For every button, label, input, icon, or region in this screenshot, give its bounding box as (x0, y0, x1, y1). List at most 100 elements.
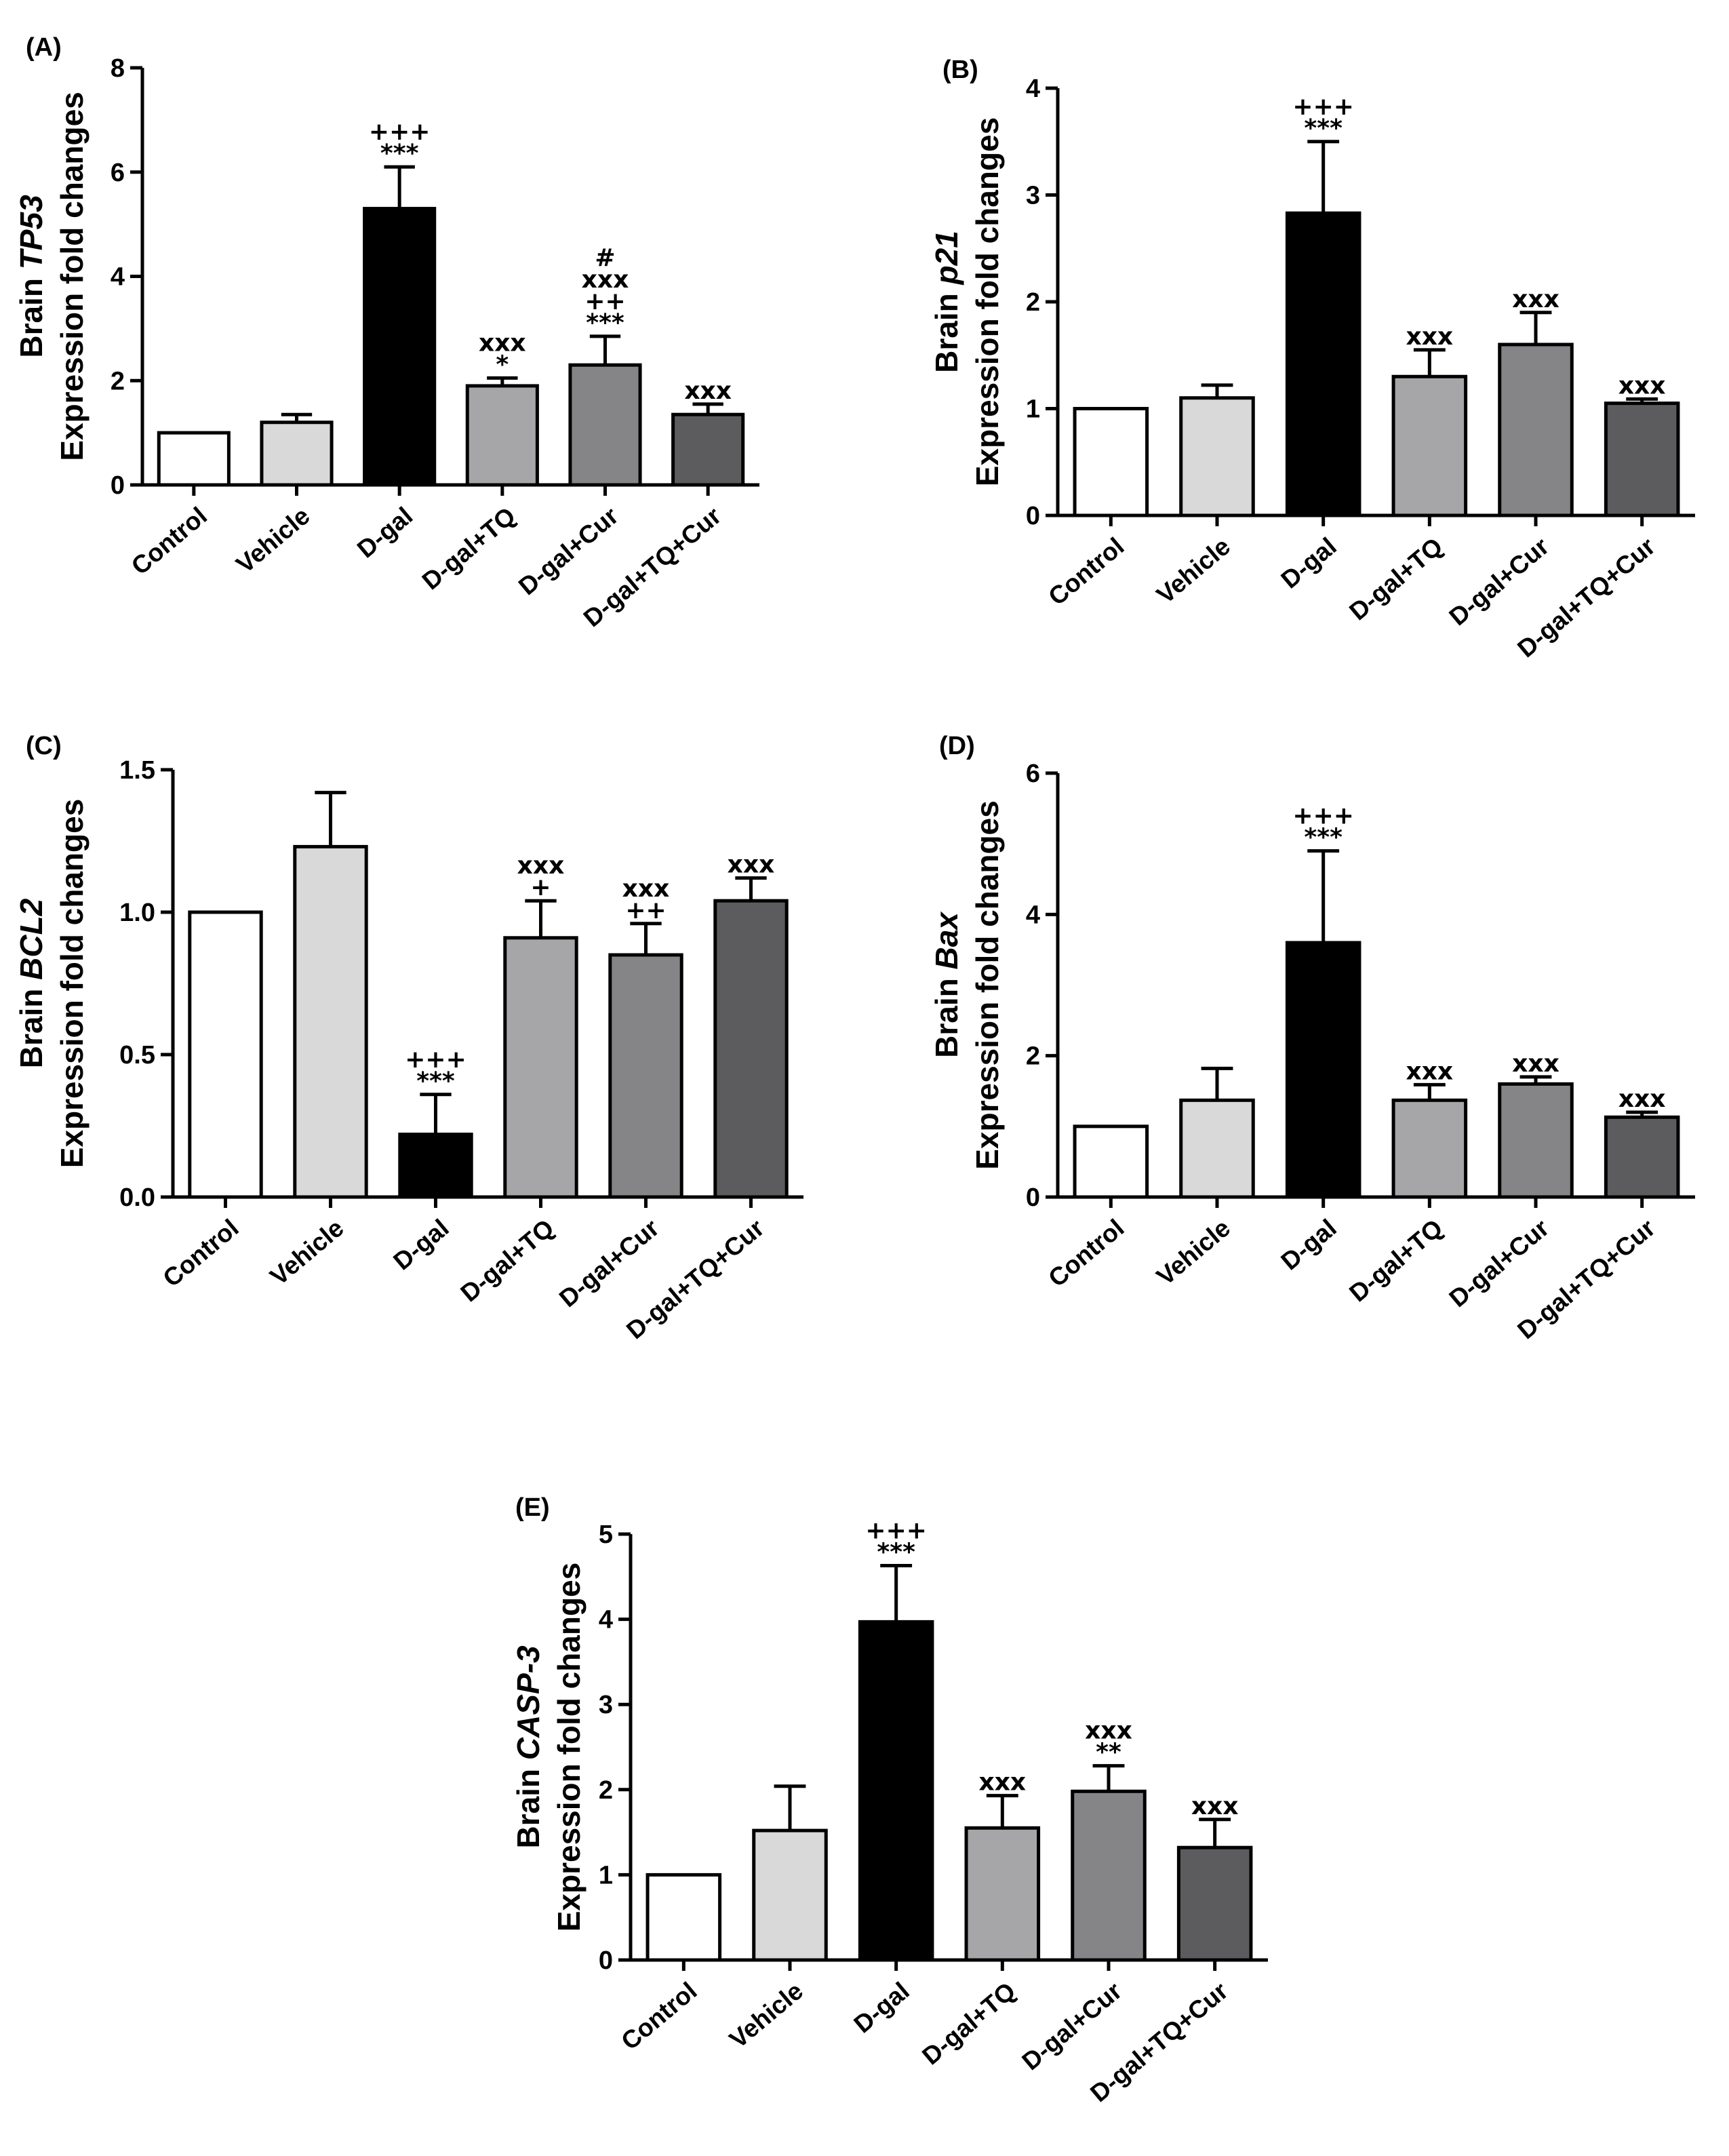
panel-c-sig-mark: xxx (517, 852, 565, 880)
panel-d-ytick-label: 2 (1026, 1042, 1040, 1071)
panel-e-category-label: Control (616, 1977, 702, 2056)
panel-d-bar-4 (1498, 1082, 1574, 1199)
panel-d-ylabel-line2: Expression fold changes (970, 800, 1005, 1169)
panel-a-sig-mark: xxx (582, 266, 629, 294)
panel-b-ylabel-line2: Expression fold changes (970, 117, 1005, 486)
panel-a-bar-4 (568, 363, 642, 487)
panel-e-bar-4 (1071, 1789, 1147, 1962)
panel-b-bar-4 (1498, 342, 1574, 517)
panel-e-category-label: D-gal+Cur (1017, 1977, 1128, 2076)
panel-a-sig-mark: # (595, 244, 615, 272)
panel-d-category-label: Control (1043, 1214, 1129, 1293)
panel-d-ylabel-line1: Brain Bax (929, 911, 964, 1058)
panel-c-sig-mark: ++ (625, 897, 666, 924)
panel-d: (D) Brain Bax Expression fold changes 0 2 4 6 C… (929, 732, 1695, 1344)
panel-e-bar-2 (858, 1620, 934, 1962)
panel-c-ytick-label: 1.5 (119, 756, 155, 785)
panel-b-letter: (B) (942, 56, 978, 84)
panel-d-letter: (D) (939, 732, 975, 760)
panel-b-category-label: D-gal+Cur (1444, 532, 1555, 631)
panel-a-bar-1 (260, 420, 334, 487)
panel-c-bar-2 (398, 1133, 473, 1199)
panel-a-ytick-label: 8 (111, 54, 125, 83)
panel-e-sig-mark: xxx (978, 1769, 1026, 1797)
panel-e-ytick-label: 0 (599, 1946, 613, 1975)
panel-c-bar-3 (503, 936, 578, 1199)
panel-b-sig-mark: xxx (1618, 372, 1666, 399)
panel-c-category-label: Control (158, 1214, 244, 1293)
panel-e-bar-0 (645, 1873, 722, 1962)
panel-c-sig-mark: +++ (405, 1046, 466, 1074)
panel-a-ytick-label: 0 (111, 471, 125, 500)
panel-b-ytick-label: 3 (1026, 182, 1040, 210)
panel-e-ytick-label: 3 (599, 1691, 613, 1719)
panel-e-category-label: Vehicle (724, 1977, 808, 2054)
panel-c-category-label: D-gal (388, 1214, 454, 1276)
panel-b-bar-5 (1604, 401, 1680, 517)
panel-a-bar-5 (671, 412, 745, 487)
panel-e-bar-5 (1176, 1845, 1253, 1962)
panel-e-sig-mark: ** (1096, 1739, 1121, 1767)
panel-e-bar-3 (964, 1826, 1041, 1962)
panel-d-bar-3 (1391, 1098, 1468, 1199)
panel-b-bar-1 (1179, 396, 1255, 517)
panel-d-category-label: D-gal+Cur (1444, 1214, 1555, 1313)
panel-b-sig-mark: +++ (1292, 93, 1354, 121)
panel-e-category-label: D-gal+TQ (917, 1977, 1020, 2071)
panel-a-sig-mark: *** (380, 140, 419, 168)
panel-d-bar-1 (1179, 1098, 1255, 1199)
panel-d-bar-5 (1604, 1115, 1680, 1199)
panel-b-bar-3 (1391, 374, 1468, 517)
panel-c-category-label: Vehicle (265, 1214, 349, 1291)
panel-a-category-label: Control (126, 502, 212, 581)
panel-a-bar-0 (157, 431, 231, 487)
panel-c-sig-mark: + (530, 874, 551, 901)
panel-b-ytick-label: 4 (1026, 75, 1040, 103)
panel-a-category-label: D-gal+Cur (513, 502, 624, 601)
panel-c-sig-mark: xxx (622, 875, 670, 903)
panel-b-ylabel-line1: Brain p21 (929, 231, 964, 373)
panel-d-ytick-label: 6 (1026, 760, 1040, 788)
panel-e-ytick-label: 1 (599, 1861, 613, 1889)
panel-c-bar-5 (713, 899, 789, 1199)
panel-d-sig-mark: xxx (1618, 1085, 1666, 1113)
panel-d-bar-2 (1285, 941, 1362, 1199)
panel-e-ytick-label: 5 (599, 1521, 613, 1549)
panel-b-category-label: Vehicle (1151, 532, 1235, 609)
panel-c-sig-mark: *** (416, 1067, 455, 1095)
panel-d-category-label: D-gal (1276, 1214, 1342, 1276)
panel-b-bar-2 (1285, 211, 1362, 517)
panel-a-category-label: D-gal+TQ (417, 502, 521, 595)
panel-a-sig-mark: * (496, 351, 509, 378)
panel-c-ylabel-line1: Brain BCL2 (14, 898, 49, 1068)
panel-c-ylabel-line2: Expression fold changes (54, 799, 90, 1168)
panel-e: (E) Brain CASP-3 Expression fold changes 0 1… (511, 1493, 1268, 2107)
panel-d-sig-mark: xxx (1406, 1057, 1453, 1085)
panel-c: (C) Brain BCL2 Expression fold changes 0.0 0… (14, 732, 803, 1344)
panel-a-letter: (A) (26, 33, 62, 62)
panel-d-category-label: D-gal+TQ (1344, 1214, 1448, 1308)
panel-d-ytick-label: 0 (1026, 1183, 1040, 1212)
panel-d-bar-0 (1073, 1124, 1149, 1199)
panel-c-letter: (C) (26, 732, 62, 760)
panel-a-category-label: D-gal (352, 502, 418, 564)
panel-e-bar-1 (752, 1828, 828, 1962)
panel-e-ylabel-line1: Brain CASP-3 (511, 1645, 546, 1848)
panel-c-ytick-label: 1.0 (119, 899, 155, 927)
panel-c-bar-4 (608, 953, 683, 1199)
panel-e-ytick-label: 4 (599, 1606, 613, 1634)
panel-d-sig-mark: *** (1304, 824, 1343, 852)
panel-a-bar-2 (363, 207, 437, 487)
panel-e-ylabel-line2: Expression fold changes (551, 1563, 587, 1932)
panel-a-ytick-label: 2 (111, 367, 125, 395)
panel-b-category-label: D-gal+TQ (1344, 532, 1448, 626)
panel-c-category-label: D-gal+Cur (554, 1214, 664, 1313)
panel-c-bar-0 (188, 910, 263, 1199)
panel-b-sig-mark: xxx (1406, 323, 1453, 351)
panel-b-sig-mark: *** (1304, 115, 1343, 142)
panel-a-ytick-label: 6 (111, 159, 125, 187)
panel-b-category-label: D-gal (1276, 532, 1342, 594)
panel-e-sig-mark: xxx (1191, 1792, 1239, 1820)
panel-b-bar-0 (1073, 407, 1149, 517)
